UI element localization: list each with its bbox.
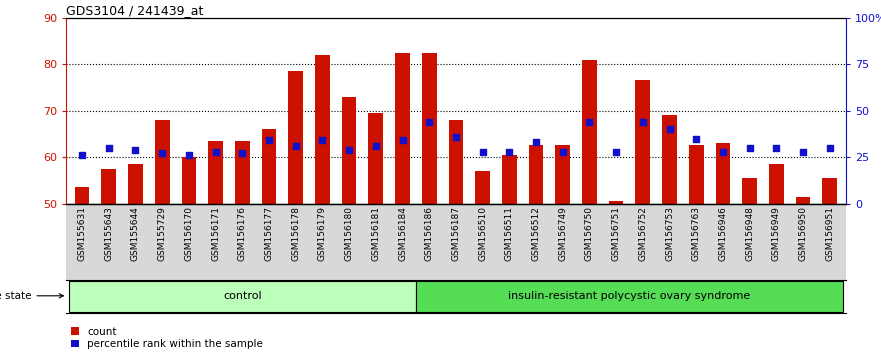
Point (262, 137, 276, 143)
Bar (796, 196, 811, 204)
Text: GSM156510: GSM156510 (478, 206, 487, 261)
Text: GSM156752: GSM156752 (639, 206, 648, 261)
Text: GSM156186: GSM156186 (425, 206, 433, 261)
Text: GSM156176: GSM156176 (238, 206, 247, 261)
Text: GSM156750: GSM156750 (585, 206, 594, 261)
Bar (609, 201, 624, 204)
Bar (396, 52, 410, 204)
Text: GSM156187: GSM156187 (451, 206, 461, 261)
Bar (663, 115, 677, 204)
Point (769, 145, 783, 151)
Bar (342, 97, 357, 204)
Text: GSM156949: GSM156949 (772, 206, 781, 261)
Bar (529, 145, 544, 204)
Bar (368, 113, 383, 204)
Point (529, 139, 543, 145)
Bar (715, 143, 730, 204)
Bar (75, 187, 90, 204)
Point (422, 119, 436, 125)
Point (129, 147, 143, 153)
Point (716, 149, 730, 154)
Bar (181, 157, 196, 204)
Bar (128, 164, 143, 204)
Bar (315, 55, 329, 204)
Text: GSM156950: GSM156950 (798, 206, 808, 261)
Text: GSM155729: GSM155729 (158, 206, 167, 261)
Text: GSM156512: GSM156512 (531, 206, 541, 261)
Bar (235, 141, 249, 204)
Text: GSM156170: GSM156170 (184, 206, 194, 261)
Bar (155, 120, 169, 204)
Bar (555, 145, 570, 204)
Bar (635, 80, 650, 204)
Text: GSM155644: GSM155644 (131, 206, 140, 261)
Point (823, 145, 837, 151)
Text: GSM155631: GSM155631 (78, 206, 86, 261)
Text: GSM156178: GSM156178 (292, 206, 300, 261)
Text: GSM156179: GSM156179 (318, 206, 327, 261)
Point (502, 149, 516, 154)
Point (636, 119, 650, 125)
Point (609, 149, 623, 154)
Bar (101, 169, 116, 204)
Point (209, 149, 223, 154)
Bar (448, 120, 463, 204)
Bar (262, 129, 277, 204)
Point (181, 152, 196, 158)
Bar (475, 171, 490, 204)
Bar (582, 59, 596, 204)
Point (75, 152, 89, 158)
Bar (288, 71, 303, 204)
Text: GSM156171: GSM156171 (211, 206, 220, 261)
Bar (422, 52, 437, 204)
FancyBboxPatch shape (69, 281, 416, 312)
Point (689, 136, 703, 141)
Text: GSM156749: GSM156749 (559, 206, 567, 261)
Bar (208, 141, 223, 204)
Text: GSM156181: GSM156181 (371, 206, 381, 261)
Text: GSM156177: GSM156177 (264, 206, 273, 261)
Point (396, 137, 410, 143)
Point (582, 119, 596, 125)
Bar (769, 164, 784, 204)
Point (342, 147, 356, 153)
Point (289, 143, 303, 149)
Point (315, 137, 329, 143)
Point (743, 145, 757, 151)
Bar (502, 155, 516, 204)
Text: GSM156753: GSM156753 (665, 206, 674, 261)
Bar (822, 178, 837, 204)
Point (101, 145, 115, 151)
Point (663, 126, 677, 132)
Text: GSM156180: GSM156180 (344, 206, 353, 261)
Text: disease state: disease state (0, 291, 63, 301)
FancyBboxPatch shape (416, 281, 843, 312)
Point (369, 143, 383, 149)
Point (476, 149, 490, 154)
Text: insulin-resistant polycystic ovary syndrome: insulin-resistant polycystic ovary syndr… (508, 291, 751, 301)
Legend: count, percentile rank within the sample: count, percentile rank within the sample (71, 327, 263, 349)
Text: GSM156951: GSM156951 (825, 206, 834, 261)
Bar (689, 145, 704, 204)
Point (796, 149, 811, 154)
Point (448, 134, 463, 139)
Point (235, 150, 249, 156)
Text: GDS3104 / 241439_at: GDS3104 / 241439_at (66, 4, 204, 17)
Text: GSM156511: GSM156511 (505, 206, 514, 261)
Text: GSM156948: GSM156948 (745, 206, 754, 261)
Text: GSM156184: GSM156184 (398, 206, 407, 261)
Text: GSM156763: GSM156763 (692, 206, 700, 261)
Text: GSM155643: GSM155643 (104, 206, 114, 261)
Text: GSM156946: GSM156946 (718, 206, 728, 261)
Bar (743, 178, 757, 204)
Text: GSM156751: GSM156751 (611, 206, 620, 261)
Text: control: control (223, 291, 262, 301)
Point (556, 149, 570, 154)
Point (155, 150, 169, 156)
